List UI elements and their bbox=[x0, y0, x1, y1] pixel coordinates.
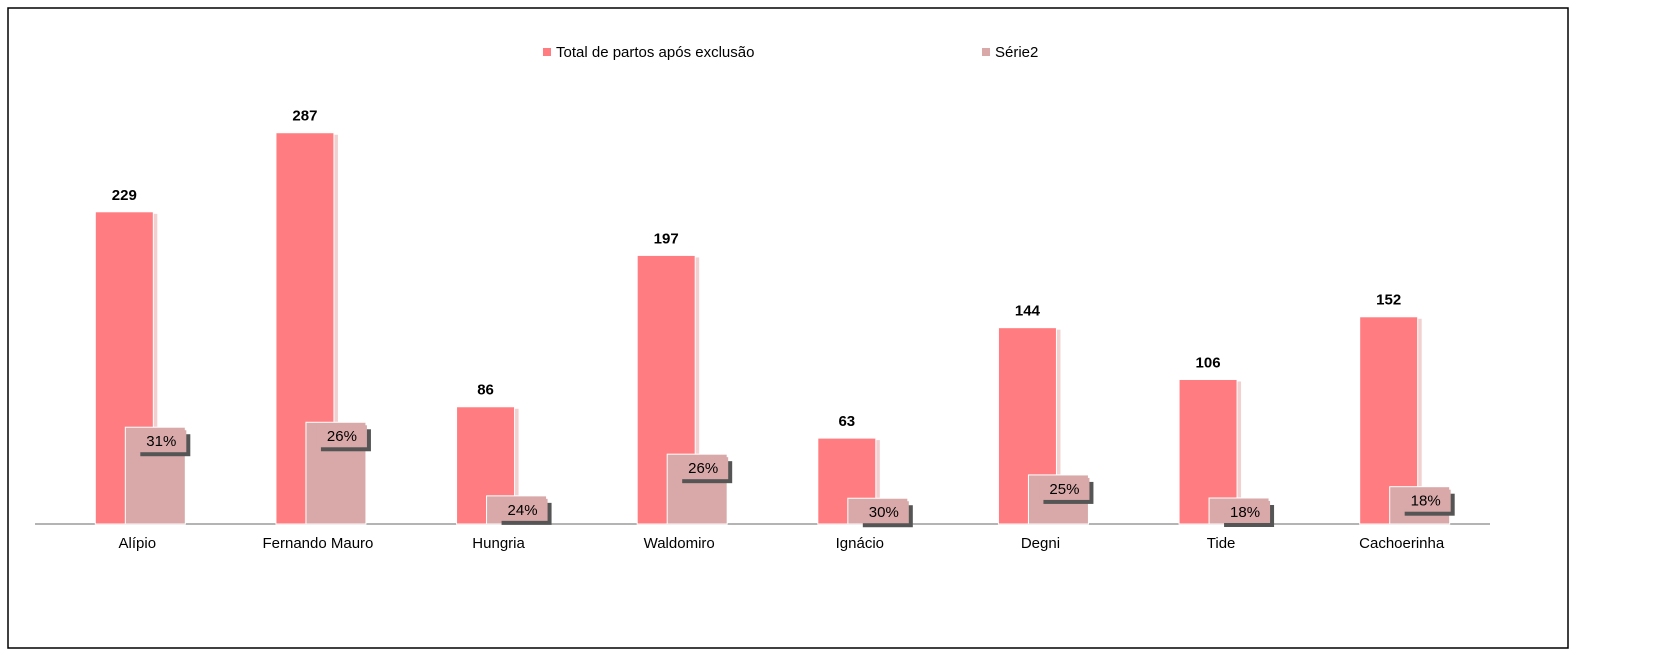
x-tick-label: Ignácio bbox=[836, 535, 884, 552]
data-label-box bbox=[136, 430, 187, 453]
data-label: 24% bbox=[508, 502, 538, 519]
x-tick-label: Hungria bbox=[472, 535, 525, 552]
legend-label: Total de partos após exclusão bbox=[556, 44, 754, 61]
data-label: 106 bbox=[1196, 354, 1221, 371]
x-tick-label: Cachoerinha bbox=[1359, 535, 1445, 552]
legend-swatch bbox=[543, 48, 551, 56]
legend-swatch bbox=[982, 48, 990, 56]
legend-label: Série2 bbox=[995, 44, 1038, 61]
data-label-box bbox=[1220, 500, 1271, 523]
data-label: 63 bbox=[838, 413, 855, 430]
data-label: 152 bbox=[1376, 292, 1401, 309]
chart-frame bbox=[7, 7, 1569, 649]
data-label: 86 bbox=[477, 382, 494, 399]
data-label: 26% bbox=[327, 428, 357, 445]
data-label-box bbox=[1400, 489, 1451, 512]
x-tick-label: Fernando Mauro bbox=[262, 535, 373, 552]
x-tick-label: Waldomiro bbox=[644, 535, 715, 552]
data-label-box bbox=[497, 498, 548, 521]
data-label: 18% bbox=[1230, 504, 1260, 521]
data-label: 229 bbox=[112, 187, 137, 204]
data-label-box bbox=[858, 501, 909, 524]
data-label: 30% bbox=[869, 504, 899, 521]
data-label: 18% bbox=[1411, 493, 1441, 510]
data-label: 26% bbox=[688, 460, 718, 477]
x-tick-label: Degni bbox=[1021, 535, 1060, 552]
data-label-box bbox=[316, 425, 367, 448]
data-label: 287 bbox=[292, 108, 317, 125]
data-label: 144 bbox=[1015, 303, 1041, 320]
data-label: 25% bbox=[1049, 481, 1079, 498]
data-label-box bbox=[678, 457, 729, 480]
data-label: 197 bbox=[654, 230, 679, 247]
x-tick-label: Tide bbox=[1207, 535, 1236, 552]
x-tick-label: Alípio bbox=[119, 535, 157, 552]
data-label-box bbox=[1039, 477, 1090, 500]
data-label: 31% bbox=[146, 433, 176, 450]
